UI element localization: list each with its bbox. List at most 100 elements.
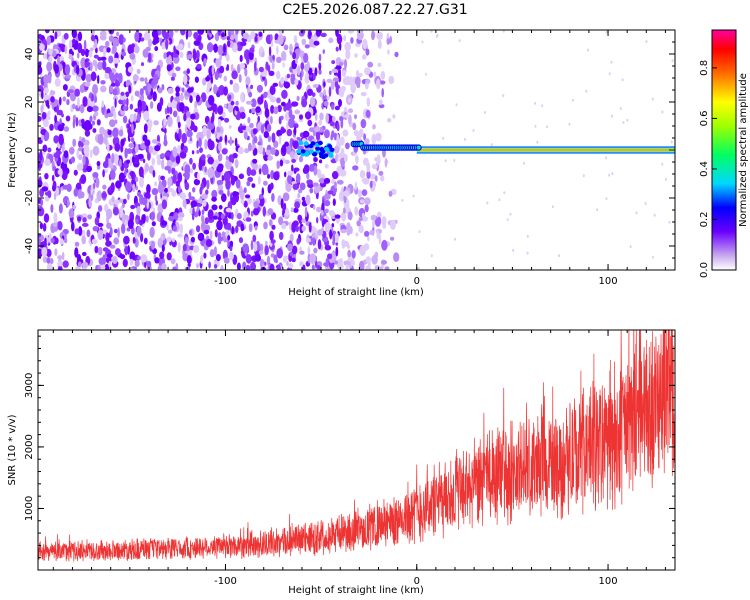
spectrogram-noise-blob: [113, 237, 120, 245]
spectrogram-noise-blob: [290, 75, 296, 85]
spectrogram-noise-blob: [182, 243, 187, 252]
spectrogram-noise-blob: [86, 229, 91, 238]
spectrogram-noise-blob: [198, 137, 202, 148]
spectrogram-noise-blob: [210, 116, 214, 124]
spectrogram-noise-blob: [242, 261, 247, 270]
spectrogram-noise-blob: [302, 130, 310, 138]
spectrogram-noise-blob: [352, 165, 359, 171]
spectrogram-noise-blob: [622, 121, 625, 124]
spectrogram-noise-blob: [200, 92, 207, 103]
spectrogram-noise-blob: [38, 248, 43, 258]
spectrogram-noise-blob: [105, 240, 112, 247]
spectrogram-noise-blob: [102, 59, 107, 71]
spectrogram-noise-blob: [164, 187, 168, 193]
spectrogram-noise-blob: [143, 123, 148, 134]
signal-blob: [329, 147, 335, 152]
spectrogram-noise-blob: [229, 136, 232, 147]
spectrogram-noise-blob: [53, 192, 57, 201]
spectrogram-noise-blob: [291, 257, 296, 263]
spectrogram-noise-blob: [318, 119, 323, 126]
spectrogram-noise-blob: [379, 99, 383, 105]
spectrogram-noise-blob: [303, 52, 309, 64]
spectrogram-noise-blob: [283, 255, 289, 260]
spectrogram-noise-blob: [227, 189, 230, 197]
spectrogram-noise-blob: [76, 52, 80, 59]
spectrogram-noise-blob: [270, 170, 275, 180]
spectrogram-noise-blob: [65, 74, 72, 79]
spectrogram-noise-blob: [278, 216, 284, 226]
signal-blob: [303, 141, 309, 146]
spectrogram-noise-blob: [83, 39, 87, 51]
spectrogram-noise-blob: [68, 53, 73, 60]
spectrogram-noise-blob: [218, 205, 223, 210]
spectrogram-noise-blob: [66, 99, 70, 106]
spectrogram-noise-blob: [225, 155, 229, 161]
spectrogram-noise-blob: [361, 216, 369, 222]
spectrogram-noise-blob: [179, 223, 183, 235]
spectrogram-noise-blob: [112, 44, 117, 55]
spectrogram-noise-blob: [444, 159, 447, 163]
spectrogram-noise-blob: [42, 222, 47, 232]
spectrogram-noise-blob: [360, 118, 367, 129]
spectrogram-noise-blob: [112, 206, 119, 216]
spectrogram-noise-blob: [332, 240, 335, 246]
spectrogram-noise-blob: [177, 144, 181, 154]
colorbar-tick-label: 0.2: [699, 212, 710, 228]
spectrogram-noise-blob: [89, 62, 93, 72]
signal-blob: [328, 153, 334, 158]
spectrogram-noise-blob: [277, 195, 282, 205]
spectrogram-x-axis-title: Height of straight line (km): [288, 287, 424, 298]
spectrogram-noise-blob: [526, 251, 529, 255]
spectrogram-noise-blob: [425, 72, 428, 76]
spectrogram-noise-blob: [347, 211, 353, 221]
spectrogram-noise-blob: [314, 126, 321, 133]
spectrogram-noise-blob: [289, 233, 294, 243]
spectrogram-noise-blob: [175, 66, 181, 72]
spectrogram-noise-blob: [56, 104, 59, 116]
spectrogram-noise-blob: [164, 151, 171, 157]
spectrogram-noise-blob: [82, 222, 89, 227]
spectrogram-noise-blob: [138, 105, 143, 113]
spectrogram-noise-blob: [331, 171, 339, 180]
spectrogram-noise-blob: [57, 260, 63, 267]
spectrogram-noise-blob: [651, 97, 654, 101]
spectrogram-noise-blob: [221, 231, 225, 238]
spectrogram-noise-blob: [140, 233, 144, 243]
spectrogram-noise-blob: [472, 129, 475, 132]
spectrogram-noise-blob: [334, 145, 340, 154]
spectrogram-noise-blob: [200, 220, 206, 232]
spectrogram-noise-blob: [205, 189, 209, 195]
spectrogram-noise-blob: [261, 163, 269, 175]
spectrogram-noise-blob: [118, 129, 124, 137]
spectrogram-noise-blob: [79, 84, 85, 94]
spectrogram-noise-blob: [361, 189, 368, 197]
spectrogram-noise-blob: [97, 246, 103, 256]
spectrogram-noise-blob: [258, 66, 264, 73]
spectrogram-noise-blob: [192, 207, 195, 217]
spectrogram-noise-blob: [289, 43, 293, 52]
spectrogram-noise-blob: [280, 76, 285, 85]
spectrogram-noise-blob: [299, 182, 306, 191]
spectrogram-noise-blob: [264, 245, 269, 256]
spectrogram-noise-blob: [42, 256, 48, 263]
spectrogram-noise-blob: [54, 31, 58, 40]
spectrogram-noise-blob: [106, 112, 114, 118]
spectrogram-noise-blob: [271, 193, 275, 202]
spectrogram-noise-blob: [220, 213, 225, 220]
colorbar-tick-label: 0.6: [699, 110, 710, 126]
spectrogram-noise-blob: [69, 146, 75, 155]
spectrogram-x-tick-label: -100: [214, 276, 237, 287]
spectrogram-noise-blob: [53, 212, 58, 224]
spectrogram-noise-blob: [239, 41, 247, 47]
spectrogram-noise-blob: [38, 237, 42, 248]
spectrogram-noise-blob: [252, 158, 258, 164]
spectrogram-noise-blob: [355, 155, 359, 164]
spectrogram-noise-blob: [157, 264, 162, 270]
spectrogram-noise-blob: [346, 203, 350, 213]
spectrogram-noise-blob: [286, 144, 292, 155]
spectrogram-noise-blob: [381, 239, 388, 251]
spectrogram-noise-blob: [367, 61, 374, 68]
spectrogram-noise-blob: [196, 140, 199, 149]
spectrogram-noise-blob: [153, 120, 159, 126]
spectrogram-noise-blob: [147, 38, 152, 48]
